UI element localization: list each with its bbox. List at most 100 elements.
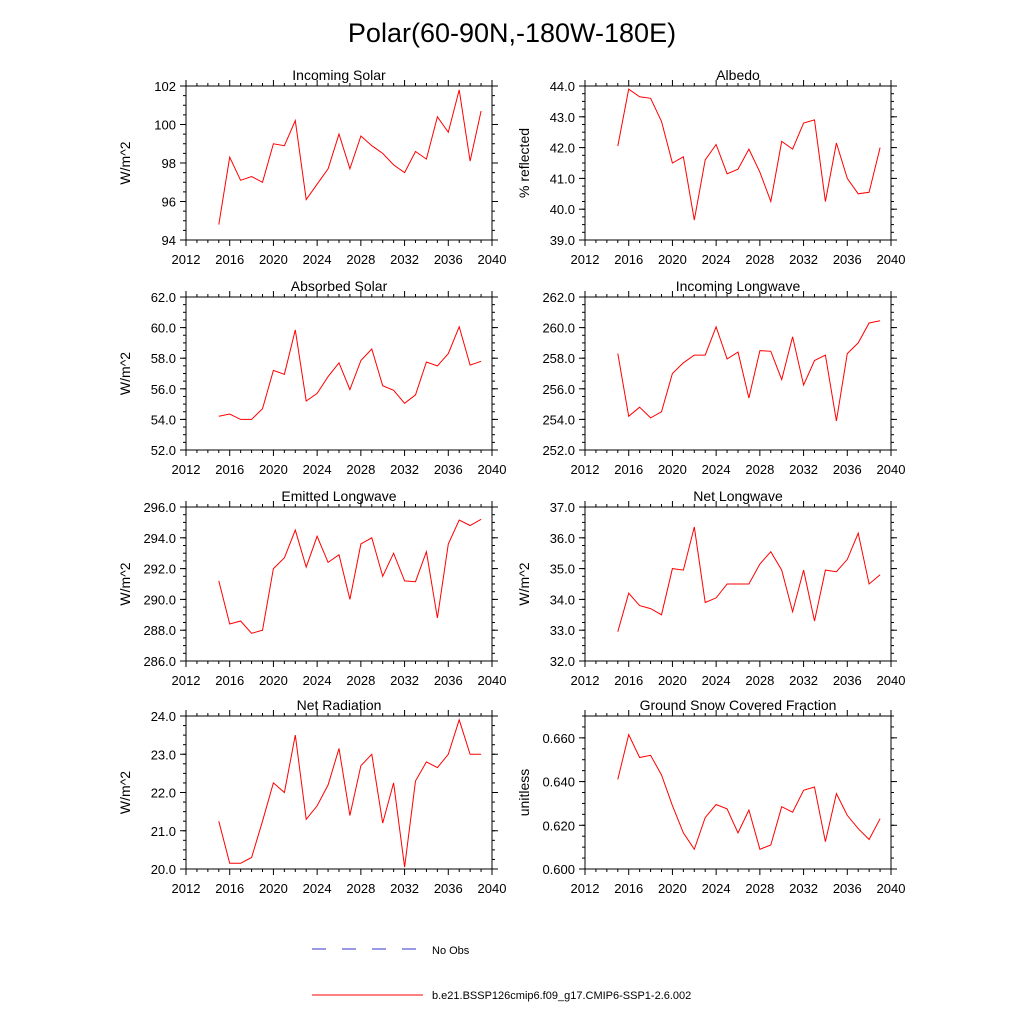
- panel-title: Absorbed Solar: [291, 278, 388, 294]
- panel-net-radiation: Net Radiation W/m^2 2012 2016 2020 2024 2028 20…: [117, 697, 506, 896]
- x-tick-label: 2036: [434, 462, 463, 477]
- x-tick-label: 2020: [259, 881, 288, 896]
- x-tick-label: 2024: [702, 881, 731, 896]
- x-tick-label: 2020: [259, 252, 288, 267]
- x-tick-label: 2040: [877, 673, 906, 688]
- y-tick-label: 54.0: [151, 412, 176, 427]
- panel-title: Net Radiation: [297, 697, 382, 713]
- y-tick-label: 296.0: [143, 500, 176, 515]
- x-tick-label: 2036: [833, 673, 862, 688]
- panel-net-longwave: Net Longwave W/m^2 2012 2016 2020 2024 2028 203…: [516, 488, 905, 688]
- y-tick-label: 98: [162, 156, 176, 171]
- legend: No Obs b.e21.BSSP126cmip6.f09_g17.CMIP6-…: [312, 945, 691, 1002]
- x-tick-label: 2020: [658, 462, 687, 477]
- plot-frame: [185, 506, 493, 662]
- x-tick-label: 2012: [172, 881, 201, 896]
- panel-title: Ground Snow Covered Fraction: [640, 697, 837, 713]
- x-tick-label: 2028: [346, 462, 375, 477]
- x-tick-label: 2016: [614, 673, 643, 688]
- x-tick-label: 2016: [215, 881, 244, 896]
- panel-incoming-solar: Incoming Solar W/m^2 2012 2016 2020 2024 2028 2…: [117, 67, 506, 267]
- x-tick-label: 2020: [259, 462, 288, 477]
- y-tick-label: 20.0: [151, 862, 176, 877]
- x-tick-label: 2024: [303, 252, 332, 267]
- y-tick-label: 41.0: [550, 171, 575, 186]
- x-tick-label: 2012: [571, 881, 600, 896]
- y-tick-label: 22.0: [151, 786, 176, 801]
- y-tick-label: 37.0: [550, 500, 575, 515]
- y-tick-label: 24.0: [151, 709, 176, 724]
- x-tick-label: 2032: [390, 673, 419, 688]
- x-tick-label: 2024: [303, 673, 332, 688]
- y-tick-label: 262.0: [542, 290, 575, 305]
- y-axis-label: % reflected: [516, 128, 532, 198]
- y-tick-label: 39.0: [550, 233, 575, 248]
- x-tick-label: 2032: [390, 881, 419, 896]
- series-line-model-run: [218, 518, 482, 634]
- y-tick-label: 258.0: [542, 351, 575, 366]
- x-tick-label: 2012: [172, 252, 201, 267]
- plot-frame: [584, 85, 892, 241]
- legend-label-no-obs: No Obs: [432, 945, 470, 957]
- x-tick-label: 2036: [833, 252, 862, 267]
- x-tick-label: 2028: [745, 462, 774, 477]
- y-tick-label: 42.0: [550, 141, 575, 156]
- figure-title: Polar(60-90N,-180W-180E): [348, 18, 676, 48]
- x-tick-label: 2040: [478, 252, 507, 267]
- series-line-model-run: [218, 89, 482, 225]
- y-tick-label: 32.0: [550, 654, 575, 669]
- y-tick-label: 0.620: [542, 818, 575, 833]
- y-tick-label: 21.0: [151, 824, 176, 839]
- x-tick-label: 2040: [478, 462, 507, 477]
- series-line-model-run: [218, 325, 482, 420]
- y-tick-label: 254.0: [542, 412, 575, 427]
- y-tick-label: 23.0: [151, 747, 176, 762]
- x-tick-label: 2024: [702, 462, 731, 477]
- x-tick-label: 2032: [789, 252, 818, 267]
- y-tick-label: 56.0: [151, 382, 176, 397]
- series-line-model-run: [617, 526, 881, 632]
- x-tick-label: 2016: [614, 252, 643, 267]
- x-tick-label: 2016: [215, 252, 244, 267]
- y-tick-label: 33.0: [550, 623, 575, 638]
- y-tick-label: 52.0: [151, 443, 176, 458]
- y-axis-label: W/m^2: [117, 141, 133, 184]
- panel-absorbed-solar: Absorbed Solar W/m^2 2012 2016 2020 2024 2028 2…: [117, 278, 506, 477]
- x-tick-label: 2028: [346, 673, 375, 688]
- panel-albedo: Albedo % reflected 2012 2016 2020 2024 2028 203…: [516, 67, 905, 267]
- x-tick-label: 2012: [172, 673, 201, 688]
- y-tick-label: 96: [162, 195, 176, 210]
- y-tick-label: 102: [154, 79, 176, 94]
- panel-title: Albedo: [716, 67, 760, 83]
- y-tick-label: 35.0: [550, 562, 575, 577]
- x-tick-label: 2028: [745, 673, 774, 688]
- x-tick-label: 2032: [789, 881, 818, 896]
- y-axis-label: W/m^2: [516, 562, 532, 605]
- x-tick-label: 2032: [390, 462, 419, 477]
- panel-ground-snow-covered-fraction: Ground Snow Covered Fraction unitless 2012…: [516, 697, 905, 896]
- y-tick-label: 0.660: [542, 731, 575, 746]
- y-tick-label: 58.0: [151, 351, 176, 366]
- y-tick-label: 34.0: [550, 592, 575, 607]
- x-tick-label: 2024: [702, 673, 731, 688]
- y-tick-label: 36.0: [550, 531, 575, 546]
- y-tick-label: 60.0: [151, 321, 176, 336]
- x-tick-label: 2028: [745, 252, 774, 267]
- x-tick-label: 2012: [571, 252, 600, 267]
- panel-title: Emitted Longwave: [281, 488, 396, 504]
- y-tick-label: 94: [162, 233, 176, 248]
- x-tick-label: 2020: [658, 673, 687, 688]
- plot-frame: [185, 296, 493, 451]
- y-tick-label: 44.0: [550, 79, 575, 94]
- y-tick-label: 294.0: [143, 531, 176, 546]
- x-tick-label: 2036: [434, 252, 463, 267]
- y-axis-label: unitless: [516, 769, 532, 816]
- y-tick-label: 260.0: [542, 321, 575, 336]
- x-tick-label: 2024: [303, 462, 332, 477]
- plot-frame: [185, 715, 493, 870]
- x-tick-label: 2040: [877, 252, 906, 267]
- y-tick-label: 100: [154, 118, 176, 133]
- series-line-model-run: [617, 88, 881, 221]
- x-tick-label: 2020: [658, 881, 687, 896]
